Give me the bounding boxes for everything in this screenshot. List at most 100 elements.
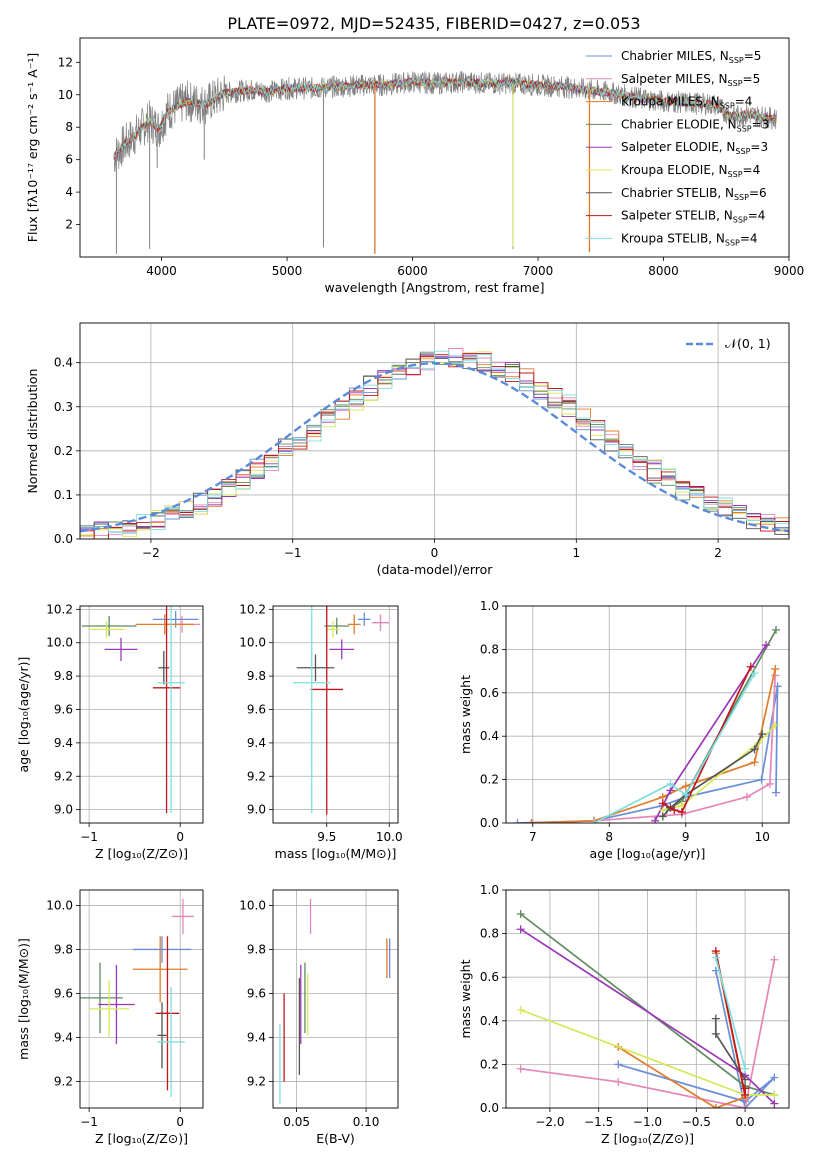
y-tick-label: 9.2 <box>54 1075 73 1089</box>
residuals-panel: −2 −1 0 1 2 0.0 0.1 0.2 0.3 0.4 (data-model)/error… <box>25 322 790 577</box>
y-tick-label: 0.4 <box>54 356 73 370</box>
x-tick-label: −1 <box>80 1115 98 1129</box>
x-tick-label: 7000 <box>523 264 554 278</box>
spectrum-panel: 4000 5000 6000 7000 8000 9000 2 4 6 8 10 12 waveleng… <box>25 37 804 295</box>
axes-frame <box>79 889 204 1109</box>
y-tick-label: 0.0 <box>54 532 73 546</box>
x-tick-label: 8000 <box>648 264 679 278</box>
y-tick-label: 0.3 <box>54 400 73 414</box>
x-tick-label: 6000 <box>397 264 428 278</box>
line-plot-area <box>513 625 782 823</box>
mass-weight-marker <box>750 758 759 767</box>
mass-weight-marker <box>658 799 667 808</box>
y-tick-label: 6 <box>65 153 73 167</box>
mass-weight-marker <box>666 779 675 788</box>
y-tick-label: 10.0 <box>46 898 73 912</box>
mass-weight-series-line <box>714 957 746 1070</box>
mass-weight-marker <box>771 664 780 673</box>
mass-weight-marker <box>771 625 780 634</box>
mass-weight-marker <box>762 641 771 650</box>
normal-distribution-curve <box>80 361 789 533</box>
y-tick-label: 9.6 <box>54 702 73 716</box>
axes-frame <box>272 605 399 824</box>
x-tick-label: 0.0 <box>736 1115 755 1129</box>
x-tick-label: 7 <box>529 830 537 844</box>
x-axis-label: E(B-V) <box>316 1131 355 1146</box>
legend-entry: Kroupa ELODIE, NSSP=4 <box>621 163 760 179</box>
y-axis-label: Normed distribution <box>25 369 40 494</box>
age-vs-metallicity-panel: −1 0 9.0 9.2 9.4 9.6 9.8 10.0 10.2 Z [log₁₀(Z/Z⊙)… <box>16 602 204 861</box>
y-tick-label: 0.6 <box>480 970 499 984</box>
axes-frame <box>79 322 790 540</box>
mass-weight-marker <box>771 788 780 797</box>
errorbar-plot-area <box>279 898 391 1104</box>
model-spectrum-line <box>113 77 777 157</box>
y-tick-label: 9.4 <box>54 736 73 750</box>
y-axis-label: mass weight <box>458 959 473 1038</box>
mass-weight-marker <box>741 1064 750 1073</box>
y-tick-label: 0.4 <box>480 729 499 743</box>
x-tick-label: 2 <box>714 546 722 560</box>
x-axis-label: Z [log₁₀(Z/Z⊙)] <box>601 1131 694 1146</box>
y-tick-label: 9.6 <box>247 702 266 716</box>
y-tick-label: 9.2 <box>54 769 73 783</box>
y-tick-label: 10 <box>58 88 73 102</box>
y-tick-label: 9.8 <box>54 942 73 956</box>
mass-weight-marker <box>516 1005 525 1014</box>
mass-weight-marker <box>757 775 766 784</box>
y-tick-label: 9.6 <box>247 986 266 1000</box>
mass-weight-marker <box>746 662 755 671</box>
y-tick-label: 0.2 <box>480 1057 499 1071</box>
x-tick-label: 1 <box>572 546 580 560</box>
y-axis-label: age [log₁₀(age/yr)] <box>16 657 31 773</box>
mass-weight-marker <box>771 721 780 730</box>
mass-weight-marker <box>770 1099 779 1108</box>
x-tick-label: 0.10 <box>353 1115 380 1129</box>
x-axis-label: Z [log₁₀(Z/Z⊙)] <box>95 846 188 861</box>
y-tick-label: 8 <box>65 120 73 134</box>
mass-weight-marker <box>741 1104 750 1108</box>
histogram-plot-area <box>80 348 789 539</box>
mass-vs-ebv-panel: 0.05 0.10 9.2 9.4 9.6 9.8 10.0 E(B-V) <box>239 889 399 1146</box>
axes-frame <box>79 37 790 258</box>
mass-weight-marker <box>527 819 536 823</box>
mass-weight-marker <box>589 819 598 823</box>
residual-histogram-step <box>80 350 789 533</box>
mass-weight-marker <box>516 909 525 918</box>
y-tick-label: 0.0 <box>480 1101 499 1115</box>
mass-weight-marker <box>765 779 774 788</box>
mass-weight-marker <box>750 745 759 754</box>
y-tick-label: 0.4 <box>480 1014 499 1028</box>
legend-entry: Chabrier ELODIE, NSSP=3 <box>621 117 769 133</box>
legend-entry: Kroupa STELIB, NSSP=4 <box>621 231 758 247</box>
mass-weight-series-line <box>617 953 747 1108</box>
y-tick-label: 10.0 <box>239 898 266 912</box>
legend-entry: Chabrier MILES, NSSP=5 <box>621 49 761 65</box>
mass-weight-series-line <box>520 959 776 1108</box>
x-tick-label: 0 <box>176 830 184 844</box>
axes-frame <box>79 605 204 824</box>
y-tick-label: 2 <box>65 218 73 232</box>
mass-weight-series-line <box>662 724 776 811</box>
y-tick-label: 9.0 <box>247 803 266 817</box>
mass-weight-marker <box>770 955 779 964</box>
y-tick-label: 9.2 <box>247 769 266 783</box>
y-tick-label: 10.2 <box>239 602 266 616</box>
errorbar-plot-area <box>80 898 194 1097</box>
mass-weight-marker <box>711 1104 720 1108</box>
mass-weight-marker <box>711 953 720 962</box>
model-spectrum-line <box>113 76 777 158</box>
y-tick-label: 10.0 <box>239 636 266 650</box>
mass-weight-marker <box>528 819 537 823</box>
x-tick-label: 10 <box>755 830 770 844</box>
y-axis-label: Flux [fλ10⁻¹⁷ erg cm⁻² s⁻¹ A⁻¹] <box>25 53 40 242</box>
mass-weight-marker <box>758 730 767 739</box>
x-axis-label: mass [log₁₀(M/M⊙)] <box>275 846 397 861</box>
legend-entry: Salpeter STELIB, NSSP=4 <box>621 209 765 225</box>
x-tick-label: 10.0 <box>376 830 403 844</box>
mass-weight-marker <box>741 1084 750 1093</box>
mass-weight-marker <box>513 819 522 823</box>
x-tick-label: −2.0 <box>535 1115 564 1129</box>
x-axis-label: age [log₁₀(age/yr)] <box>590 846 706 861</box>
y-tick-label: 9.6 <box>54 986 73 1000</box>
